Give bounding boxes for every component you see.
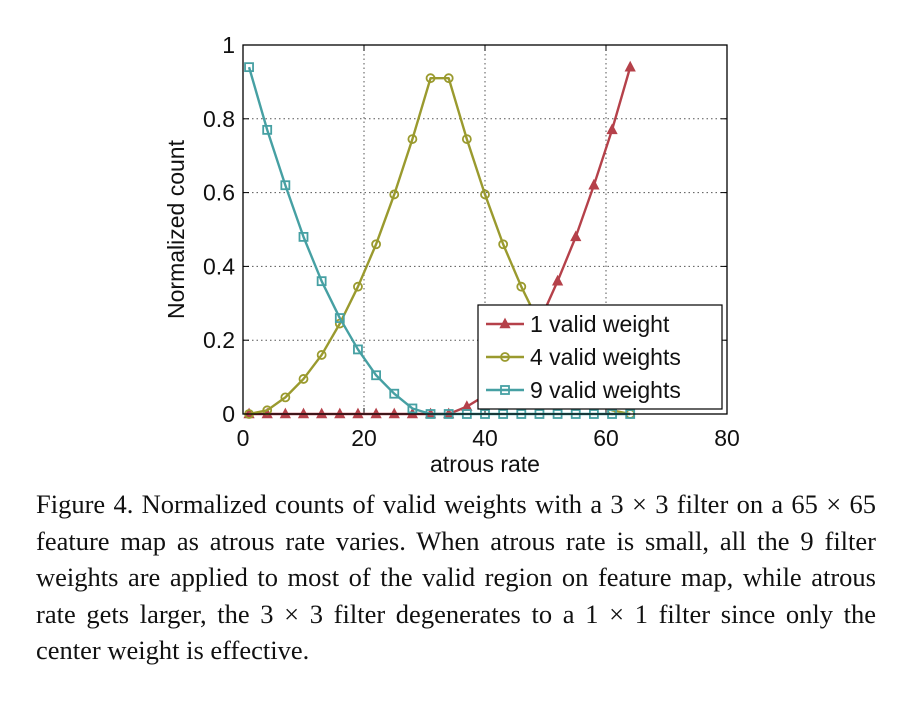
- data-point: [500, 352, 510, 362]
- y-tick-label: 0.4: [203, 253, 235, 279]
- data-point: [371, 370, 382, 381]
- data-point: [316, 350, 327, 360]
- x-tick-label: 40: [472, 425, 498, 451]
- y-tick-label: 0: [222, 401, 235, 427]
- x-tick-label: 80: [714, 425, 740, 451]
- data-point: [334, 313, 345, 323]
- data-point: [280, 180, 291, 191]
- data-point: [606, 123, 618, 135]
- data-point: [352, 407, 364, 419]
- legend-label: 4 valid weights: [530, 344, 681, 370]
- data-point: [371, 239, 382, 250]
- y-tick-label: 0.2: [203, 327, 235, 353]
- data-point: [461, 134, 472, 144]
- data-point: [516, 281, 527, 292]
- data-point: [279, 407, 291, 419]
- data-point: [298, 231, 309, 242]
- tick-labels: 0 20 40 60 80 0 0.2 0.4 0.6 0.8 1: [203, 32, 740, 451]
- data-point: [570, 230, 582, 242]
- y-tick-label: 0.8: [203, 106, 235, 132]
- plot-frame: [242, 44, 728, 415]
- data-point: [297, 407, 310, 419]
- legend-label: 1 valid weight: [530, 311, 670, 337]
- x-tick-label: 20: [351, 425, 377, 451]
- data-point: [353, 344, 363, 355]
- data-point: [551, 274, 564, 286]
- legend-item: 4 valid weights: [486, 344, 681, 370]
- data-point: [443, 73, 454, 84]
- data-point: [498, 239, 509, 250]
- data-point: [316, 276, 327, 287]
- legend-label: 9 valid weights: [530, 377, 681, 403]
- data-point: [370, 407, 382, 419]
- legend: 1 valid weight 4 valid weights 9 valid wei…: [477, 304, 723, 410]
- figure-caption: Figure 4. Normalized counts of valid wei…: [36, 489, 876, 665]
- data-point: [280, 392, 291, 403]
- x-axis-label: atrous rate: [430, 451, 540, 477]
- data-point: [407, 134, 418, 144]
- data-point: [588, 178, 600, 190]
- y-axis-label: Normalized count: [163, 139, 189, 319]
- data-point: [298, 374, 309, 384]
- legend-item: 1 valid weight: [486, 311, 670, 337]
- data-point: [500, 385, 510, 395]
- data-point: [480, 189, 490, 200]
- legend-item: 9 valid weights: [486, 377, 681, 403]
- y-tick-label: 0.6: [203, 180, 235, 206]
- data-point: [316, 407, 328, 419]
- data-point: [499, 317, 511, 329]
- y-tick-label: 1: [222, 32, 235, 58]
- x-tick-label: 60: [593, 425, 619, 451]
- data-point: [334, 407, 346, 419]
- data-point: [389, 189, 400, 200]
- data-point: [388, 407, 400, 419]
- chart: 0 20 40 60 80 0 0.2 0.4 0.6 0.8 1 atrous rate Norm…: [163, 32, 740, 477]
- data-point: [425, 73, 436, 84]
- data-point: [389, 388, 400, 399]
- data-point: [353, 281, 363, 292]
- data-point: [407, 403, 418, 414]
- x-tick-label: 0: [237, 425, 250, 451]
- data-point: [624, 60, 636, 72]
- data-point: [244, 62, 254, 73]
- data-point: [262, 124, 273, 135]
